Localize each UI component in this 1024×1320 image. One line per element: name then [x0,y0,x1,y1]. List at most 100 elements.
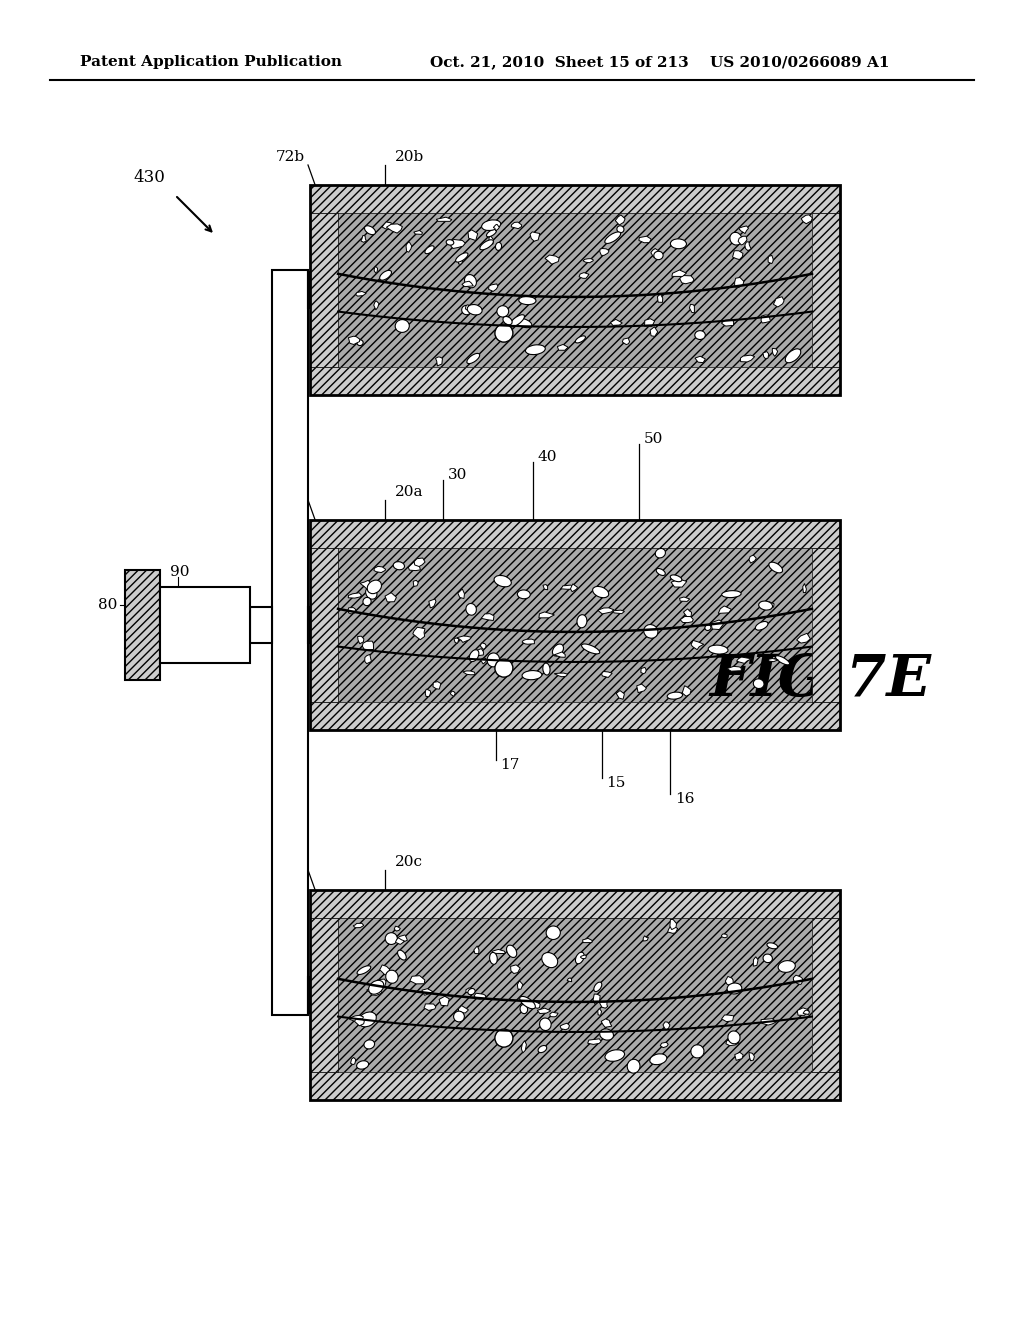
Ellipse shape [357,339,364,346]
Polygon shape [349,1015,364,1023]
Polygon shape [725,977,733,985]
Polygon shape [422,989,433,995]
Polygon shape [436,218,452,222]
Polygon shape [682,685,691,696]
Polygon shape [738,236,746,246]
Polygon shape [397,935,408,942]
Text: 20b: 20b [395,150,424,164]
Polygon shape [410,975,425,983]
Polygon shape [588,1039,601,1044]
Polygon shape [680,276,694,284]
Polygon shape [425,689,431,697]
Polygon shape [803,583,807,593]
Polygon shape [728,667,741,671]
Polygon shape [545,255,559,264]
Polygon shape [353,923,364,928]
Polygon shape [488,284,498,292]
Polygon shape [601,1019,611,1027]
Polygon shape [480,659,486,664]
Ellipse shape [446,240,454,246]
Ellipse shape [497,306,509,317]
Bar [310,890,840,917]
Polygon shape [583,939,592,942]
Ellipse shape [465,275,476,288]
Ellipse shape [515,318,531,327]
Bar [812,917,840,1072]
Polygon shape [386,224,402,234]
Ellipse shape [756,622,768,630]
Polygon shape [474,946,479,954]
Polygon shape [689,305,694,313]
Polygon shape [493,949,506,953]
Polygon shape [480,643,486,649]
Polygon shape [348,593,361,598]
Polygon shape [763,351,769,359]
Ellipse shape [489,953,498,965]
Polygon shape [454,638,459,643]
Bar [308,607,310,643]
Polygon shape [761,315,770,323]
Ellipse shape [456,253,468,263]
Bar [310,213,338,367]
Ellipse shape [709,645,728,655]
Text: 20a: 20a [395,484,424,499]
Ellipse shape [691,1044,705,1057]
Bar [272,271,308,1015]
Ellipse shape [487,653,500,667]
Polygon shape [680,597,690,602]
Polygon shape [637,684,646,693]
Polygon shape [734,277,743,288]
Ellipse shape [507,945,517,957]
Ellipse shape [469,649,479,661]
Polygon shape [374,566,386,573]
Polygon shape [721,319,734,326]
Polygon shape [736,657,752,664]
Ellipse shape [520,997,536,1008]
Polygon shape [439,997,450,1006]
Ellipse shape [722,590,741,598]
Polygon shape [414,231,423,235]
Polygon shape [360,235,367,243]
Ellipse shape [705,624,711,631]
Polygon shape [413,581,418,586]
Text: Patent Application Publication: Patent Application Publication [80,55,342,69]
Bar [310,548,338,702]
Polygon shape [429,599,436,607]
Polygon shape [550,1012,558,1016]
Polygon shape [641,668,646,673]
Text: Oct. 21, 2010  Sheet 15 of 213: Oct. 21, 2010 Sheet 15 of 213 [430,55,689,69]
Ellipse shape [466,603,476,615]
Polygon shape [639,236,651,243]
Polygon shape [554,673,567,677]
Ellipse shape [769,562,782,573]
Ellipse shape [540,1018,551,1031]
Circle shape [495,659,513,677]
Text: 430: 430 [133,169,165,186]
Ellipse shape [727,983,741,994]
Polygon shape [660,1043,669,1048]
Polygon shape [722,1015,734,1022]
Polygon shape [797,634,810,643]
Polygon shape [593,994,600,1005]
Polygon shape [385,593,396,602]
Ellipse shape [522,671,542,680]
Polygon shape [744,242,751,251]
Bar [338,548,812,702]
Polygon shape [754,957,758,966]
Bar [310,185,840,213]
Polygon shape [762,602,774,607]
Polygon shape [691,640,703,649]
Text: 40: 40 [538,450,557,465]
Polygon shape [749,556,757,564]
Ellipse shape [671,576,682,582]
Polygon shape [367,989,382,995]
Text: 15: 15 [606,776,626,789]
Bar [310,917,338,1072]
Bar [812,213,840,367]
Polygon shape [539,612,554,618]
Polygon shape [382,222,392,230]
Polygon shape [616,690,625,700]
Polygon shape [600,248,609,255]
Ellipse shape [397,950,407,960]
Polygon shape [794,975,803,985]
